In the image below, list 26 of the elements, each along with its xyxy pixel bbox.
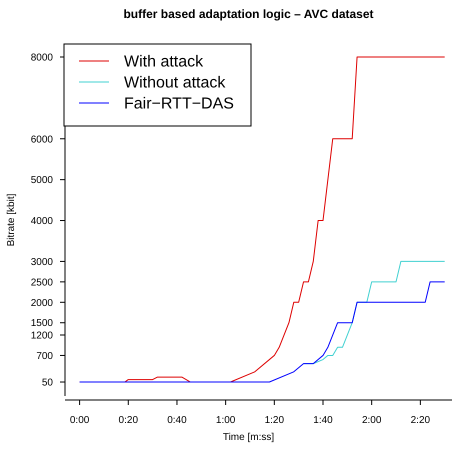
x-tick-label: 1:00 xyxy=(216,415,236,426)
x-axis-title: Time [m:ss] xyxy=(222,432,274,443)
y-tick-label: 700 xyxy=(36,350,54,362)
x-tick-label: 0:40 xyxy=(167,415,188,426)
y-tick-label: 2000 xyxy=(30,298,54,309)
y-tick-label: 50 xyxy=(42,378,54,389)
y-axis-title: Bitrate [kbit] xyxy=(6,193,17,246)
y-tick-label: 1500 xyxy=(30,318,54,330)
x-tick-label: 2:00 xyxy=(362,415,382,426)
line-series xyxy=(79,281,446,383)
x-tick-label: 1:20 xyxy=(264,415,284,426)
y-tick-label: 8000 xyxy=(30,52,54,64)
y-tick-label: 3000 xyxy=(30,256,54,268)
legend-label: With attack xyxy=(124,54,204,71)
x-tick-label: 0:00 xyxy=(70,415,90,426)
x-tick-label: 2:20 xyxy=(410,415,431,426)
chart-title: buffer based adaptation logic – AVC dataset xyxy=(123,7,374,21)
y-tick-label: 6000 xyxy=(30,134,54,146)
legend-label: Fair−RTT−DAS xyxy=(124,96,234,113)
y-tick-label: 1200 xyxy=(30,330,54,342)
legend-label: Without attack xyxy=(124,74,226,92)
y-tick-label: 2500 xyxy=(30,277,54,288)
x-tick-label: 1:40 xyxy=(313,415,334,426)
x-tick-label: 0:20 xyxy=(118,415,138,426)
y-tick-label: 4000 xyxy=(30,216,54,228)
y-tick-label: 5000 xyxy=(30,175,54,186)
